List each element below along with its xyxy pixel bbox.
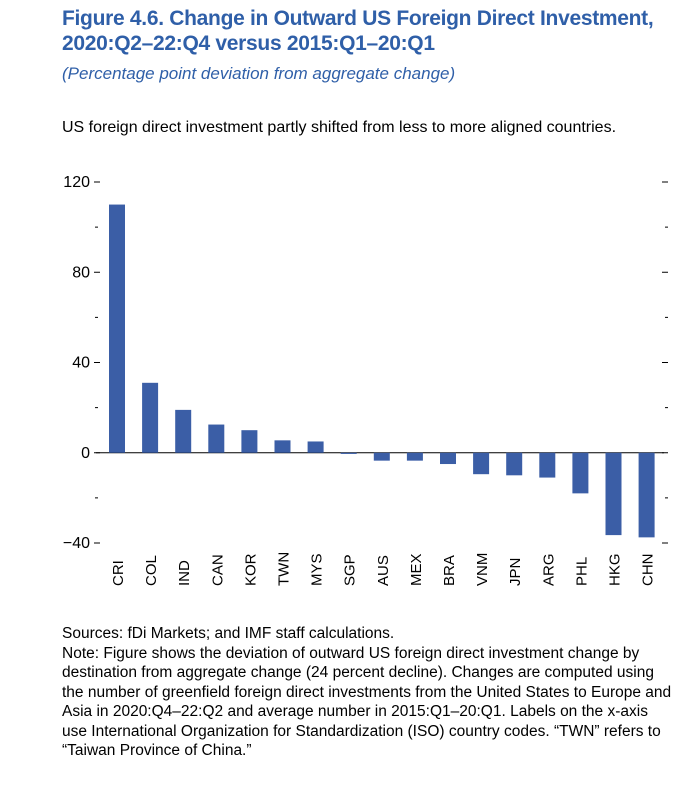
x-tick-label: CAN [209, 554, 226, 586]
bar-jpn [506, 452, 523, 476]
bar-aus [373, 452, 390, 461]
x-tick-label: SGP [342, 554, 359, 586]
bar-can [208, 424, 225, 453]
bar-kor [241, 430, 258, 453]
note-text: Note: Figure shows the deviation of outw… [62, 644, 672, 760]
bar-arg [539, 452, 556, 478]
x-tick-label: MYS [309, 553, 326, 586]
y-tick-label: 120 [63, 174, 90, 191]
bar-bra [440, 452, 456, 465]
bar-cri [109, 204, 125, 453]
figure-subtitle: (Percentage point deviation from aggrega… [62, 64, 456, 83]
x-tick-label: TWN [276, 552, 293, 586]
bar-vnm [473, 452, 490, 475]
x-tick-label: CRI [110, 560, 127, 586]
x-tick-label: ARG [540, 553, 557, 586]
x-tick-label: BRA [441, 555, 458, 586]
x-tick-label: AUS [375, 555, 392, 586]
figure-title: Figure 4.6. Change in Outward US Foreign… [62, 7, 654, 55]
chart-bars [109, 204, 655, 538]
y-tick-label: −40 [63, 535, 90, 552]
figure-lead-text: US foreign direct investment partly shif… [62, 119, 617, 136]
bar-hkg [605, 452, 622, 536]
y-tick-label: 40 [72, 355, 90, 372]
x-tick-label: HKG [607, 553, 624, 586]
y-tick-label: 0 [81, 445, 90, 462]
bar-chn [638, 452, 655, 538]
x-tick-label: CHN [640, 554, 657, 587]
figure-notes: Sources: fDi Markets; and IMF staff calc… [62, 624, 672, 761]
bar-sgp [340, 452, 357, 454]
bar-mys [307, 441, 324, 453]
x-tick-label: PHL [573, 557, 590, 586]
bar-phl [572, 452, 589, 494]
x-tick-label: MEX [408, 553, 425, 586]
chart-x-labels: CRI COL IND CAN KOR TWN MYS SGP AUS MEX BRA VNM JPN A… [110, 552, 657, 586]
x-tick-label: KOR [242, 553, 259, 586]
x-tick-label: COL [143, 555, 160, 586]
bar-chart: −40 0 40 80 120 CRI COL IND CAN KOR TWN MYS SGP AUS M… [63, 174, 668, 586]
x-tick-label: VNM [474, 553, 491, 586]
bar-col [142, 382, 159, 453]
x-tick-label: IND [176, 560, 193, 586]
bar-mex [406, 452, 423, 461]
y-tick-label: 80 [72, 264, 90, 281]
bar-twn [274, 440, 291, 453]
bar-ind [175, 409, 192, 453]
sources-text: Sources: fDi Markets; and IMF staff calc… [62, 625, 395, 642]
chart-axes: −40 0 40 80 120 [63, 174, 668, 552]
x-tick-label: JPN [507, 558, 524, 586]
